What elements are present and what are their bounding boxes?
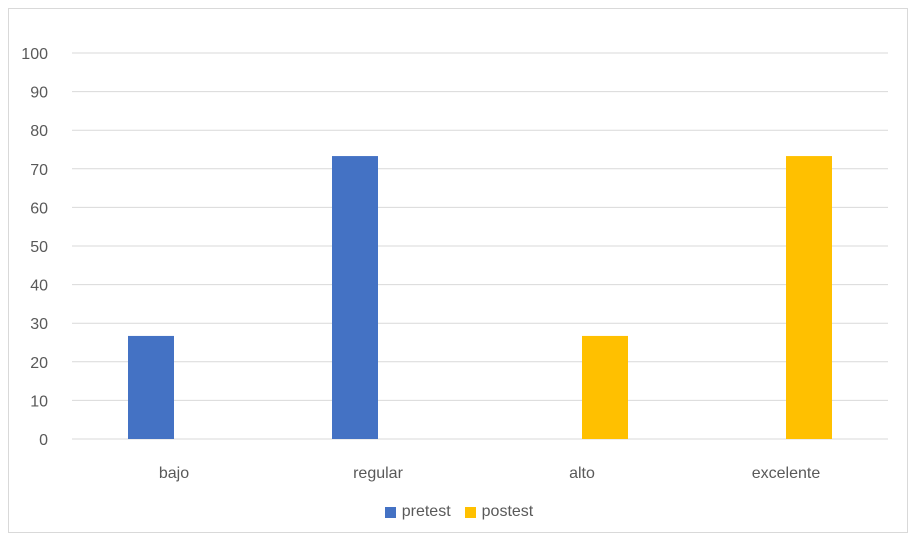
y-tick-label-30: 30 (30, 316, 48, 333)
chart-area (8, 8, 908, 533)
y-tick-label-80: 80 (30, 123, 48, 140)
legend: pretest postest (0, 503, 918, 521)
bar-postest-alto (582, 335, 628, 439)
legend-item-postest: postest (464, 503, 534, 521)
legend-item-pretest: pretest (384, 503, 451, 521)
y-tick-label-60: 60 (30, 200, 48, 217)
legend-label-postest: postest (481, 503, 534, 520)
y-tick-label-100: 100 (21, 46, 48, 63)
x-tick-label-alto: alto (569, 465, 595, 482)
y-tick-label-20: 20 (30, 355, 48, 372)
bar-pretest-regular (332, 156, 378, 439)
y-tick-label-40: 40 (30, 278, 48, 295)
y-tick-label-50: 50 (30, 239, 48, 256)
x-tick-label-excelente: excelente (752, 465, 821, 482)
legend-swatch-pretest (384, 506, 396, 518)
bar-pretest-bajo (128, 335, 174, 439)
legend-label-pretest: pretest (401, 503, 451, 520)
y-tick-label-0: 0 (39, 432, 48, 449)
x-tick-label-bajo: bajo (159, 465, 189, 482)
y-tick-label-70: 70 (30, 162, 48, 179)
y-tick-label-10: 10 (30, 393, 48, 410)
y-tick-label-90: 90 (30, 85, 48, 102)
x-tick-label-regular: regular (353, 465, 403, 482)
legend-swatch-postest (464, 506, 476, 518)
bar-postest-excelente (786, 156, 832, 439)
